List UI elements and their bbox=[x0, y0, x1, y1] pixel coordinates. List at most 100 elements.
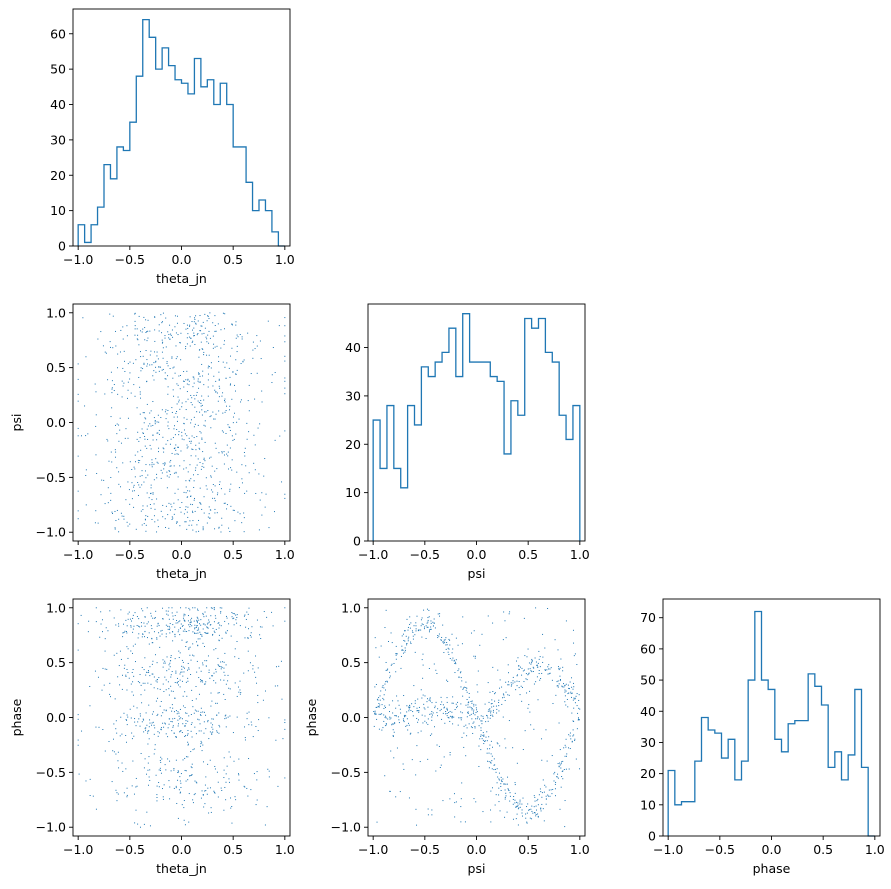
scatter-point bbox=[116, 732, 118, 734]
scatter-point bbox=[498, 779, 500, 781]
scatter-point bbox=[225, 714, 227, 716]
scatter-point bbox=[150, 507, 152, 509]
scatter-point bbox=[211, 700, 213, 702]
scatter-point bbox=[510, 682, 512, 684]
scatter-point bbox=[194, 780, 196, 782]
scatter-point bbox=[157, 519, 159, 521]
scatter-point bbox=[395, 707, 397, 709]
scatter-point bbox=[551, 679, 553, 681]
scatter-point bbox=[184, 707, 186, 709]
scatter-point bbox=[158, 786, 160, 788]
scatter-point bbox=[187, 720, 189, 722]
scatter-point bbox=[449, 715, 451, 717]
scatter-point bbox=[385, 723, 387, 725]
scatter-point bbox=[545, 786, 547, 788]
scatter-point bbox=[126, 325, 128, 327]
scatter-point bbox=[224, 652, 226, 654]
scatter-point bbox=[146, 623, 148, 625]
scatter-point bbox=[181, 671, 183, 673]
scatter-point bbox=[268, 527, 270, 529]
scatter-point bbox=[184, 691, 186, 693]
scatter-point bbox=[460, 806, 462, 808]
scatter-point bbox=[134, 320, 136, 322]
scatter-point bbox=[402, 652, 404, 654]
scatter-point bbox=[120, 486, 122, 488]
scatter-point bbox=[119, 735, 121, 737]
scatter-point bbox=[147, 515, 149, 517]
scatter-point bbox=[467, 712, 469, 714]
scatter-point bbox=[239, 693, 241, 695]
scatter-point bbox=[197, 458, 199, 460]
scatter-point bbox=[134, 312, 136, 314]
scatter-point bbox=[223, 451, 225, 453]
scatter-point bbox=[240, 692, 242, 694]
scatter-point bbox=[385, 661, 387, 663]
scatter-point bbox=[133, 735, 135, 737]
scatter-point bbox=[144, 435, 146, 437]
scatter-point bbox=[106, 668, 108, 670]
scatter-point bbox=[125, 674, 127, 676]
scatter-point bbox=[517, 674, 519, 676]
scatter-point bbox=[521, 667, 523, 669]
scatter-point bbox=[258, 529, 260, 531]
scatter-point bbox=[158, 330, 160, 332]
scatter-point bbox=[131, 498, 133, 500]
scatter-point bbox=[440, 696, 442, 698]
scatter-point bbox=[203, 623, 205, 625]
scatter-point bbox=[234, 682, 236, 684]
scatter-point bbox=[208, 513, 210, 515]
y-axis-label: phase bbox=[9, 698, 24, 736]
scatter-point bbox=[172, 377, 174, 379]
scatter-point bbox=[174, 434, 176, 436]
scatter-point bbox=[236, 616, 238, 618]
scatter-point bbox=[517, 802, 519, 804]
scatter-point bbox=[214, 330, 216, 332]
scatter-point bbox=[145, 712, 147, 714]
scatter-point bbox=[547, 794, 549, 796]
scatter-point bbox=[560, 767, 562, 769]
x-axis-label: phase bbox=[753, 861, 791, 876]
scatter-point bbox=[229, 376, 231, 378]
scatter-point bbox=[528, 662, 530, 664]
y-tick-label: 60 bbox=[640, 641, 656, 656]
scatter-point bbox=[172, 615, 174, 617]
scatter-point bbox=[151, 462, 153, 464]
scatter-point bbox=[446, 644, 448, 646]
scatter-point bbox=[192, 520, 194, 522]
scatter-point bbox=[185, 346, 187, 348]
scatter-point bbox=[515, 689, 517, 691]
scatter-point bbox=[221, 637, 223, 639]
scatter-point bbox=[167, 727, 169, 729]
scatter-point bbox=[136, 625, 138, 627]
scatter-point bbox=[484, 740, 486, 742]
scatter-point bbox=[189, 775, 190, 777]
scatter-point bbox=[228, 781, 230, 783]
scatter-point bbox=[474, 726, 476, 728]
scatter-point bbox=[528, 809, 530, 811]
scatter-point bbox=[153, 676, 155, 678]
scatter-point bbox=[512, 680, 514, 682]
scatter-point bbox=[417, 732, 419, 734]
scatter-point bbox=[151, 724, 153, 726]
scatter-point bbox=[236, 622, 238, 624]
scatter-point bbox=[167, 514, 169, 516]
scatter-point bbox=[250, 721, 252, 723]
scatter-point bbox=[494, 764, 496, 766]
scatter-point bbox=[538, 794, 540, 796]
scatter-point bbox=[172, 437, 174, 439]
scatter-point bbox=[164, 676, 166, 678]
scatter-point bbox=[531, 671, 533, 673]
scatter-point bbox=[107, 379, 109, 381]
scatter-point bbox=[208, 738, 210, 740]
scatter-point bbox=[545, 798, 547, 800]
scatter-point bbox=[186, 418, 188, 420]
scatter-point bbox=[144, 729, 146, 731]
scatter-point bbox=[207, 365, 209, 367]
scatter-point bbox=[208, 621, 210, 623]
scatter-point bbox=[118, 424, 120, 426]
x-tick-label: 1.0 bbox=[275, 547, 295, 562]
scatter-point bbox=[165, 443, 167, 445]
scatter-point bbox=[437, 613, 439, 615]
scatter-point bbox=[126, 719, 128, 721]
scatter-point bbox=[499, 687, 501, 689]
